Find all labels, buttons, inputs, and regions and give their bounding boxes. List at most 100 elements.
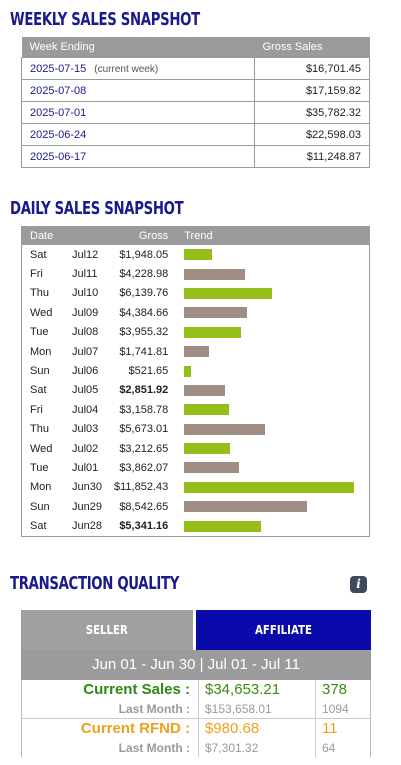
table-row: Thu Jul10 $6,139.76 xyxy=(22,284,370,303)
table-row: Mon Jul07 $1,741.81 xyxy=(22,342,370,361)
table-row: Wed Jul09 $4,384.66 xyxy=(22,303,370,322)
trend-bar xyxy=(184,326,242,338)
day-of-week: Wed xyxy=(30,442,53,455)
table-row: Wed Jul02 $3,212.65 xyxy=(22,439,370,458)
last-month-label: Last Month : xyxy=(118,701,190,716)
day-date: Jul01 xyxy=(72,461,99,474)
day-gross: $3,862.07 xyxy=(119,461,169,474)
day-of-week: Fri xyxy=(30,403,43,416)
table-row: Thu Jul03 $5,673.01 xyxy=(22,420,370,439)
current-sales-label: Current Sales : xyxy=(83,681,190,698)
day-date: Jun30 xyxy=(72,481,102,494)
week-amount: $16,701.45 xyxy=(254,57,370,80)
table-row: Sat Jul05 $2,851.92 xyxy=(22,381,370,400)
current-sales-value: $34,653.21 xyxy=(198,680,316,699)
day-gross: $11,852.43 xyxy=(114,481,169,494)
trend-cell xyxy=(168,381,369,400)
day-gross: $521.65 xyxy=(128,365,169,378)
current-rfnd-label: Current RFND : xyxy=(21,718,199,738)
trend-cell xyxy=(168,264,369,283)
tab-seller[interactable]: SELLER xyxy=(21,610,193,650)
trend-cell xyxy=(168,342,369,361)
info-icon[interactable]: i xyxy=(350,576,367,593)
trend-cell xyxy=(168,284,369,303)
table-row: Tue Jul08 $3,955.32 xyxy=(22,323,370,342)
day-gross: $4,228.98 xyxy=(119,268,169,281)
trend-cell xyxy=(168,400,369,419)
last-month-sales-row: Last Month : $153,658.01 1094 xyxy=(22,699,371,719)
day-date: Jul07 xyxy=(72,345,99,358)
day-gross: $6,139.76 xyxy=(119,287,169,300)
day-gross: $5,673.01 xyxy=(119,423,169,436)
trend-cell xyxy=(168,516,369,536)
week-amount: $17,159.82 xyxy=(254,79,370,102)
week-date[interactable]: 2025-06-17 xyxy=(21,145,255,168)
day-date: Jul06 xyxy=(72,365,99,378)
table-row: Sun Jun29 $8,542.65 xyxy=(22,497,370,516)
daily-sales-title: DAILY SALES SNAPSHOT xyxy=(10,198,184,219)
trend-bar xyxy=(184,443,231,455)
daily-rows: Sat Jul12 $1,948.05 Fri Jul11 $4,228.98 Thu Jul… xyxy=(22,245,370,536)
current-week-label: (current week) xyxy=(94,63,159,75)
day-gross: $2,851.92 xyxy=(119,384,169,397)
day-of-week: Wed xyxy=(30,306,53,319)
day-of-week: Tue xyxy=(30,461,49,474)
date-header-spacer xyxy=(72,226,114,245)
table-row: 2025-07-15 (current week) $16,701.45 xyxy=(21,57,370,80)
current-sales-row: Current Sales : $34,653.21 378 xyxy=(22,680,371,699)
week-date[interactable]: 2025-07-15 (current week) xyxy=(21,57,255,80)
trend-bar xyxy=(184,249,213,261)
week-date[interactable]: 2025-07-08 xyxy=(21,79,255,102)
trend-bar xyxy=(184,481,355,493)
day-gross: $8,542.65 xyxy=(119,500,169,513)
day-date: Jun29 xyxy=(72,500,102,513)
trend-cell xyxy=(168,303,369,322)
trend-bar xyxy=(184,307,248,319)
day-date: Jul12 xyxy=(72,248,99,261)
daily-header-row: Date Gross Trend xyxy=(21,226,370,245)
tab-affiliate[interactable]: AFFILIATE xyxy=(196,610,371,650)
trend-cell xyxy=(168,323,369,342)
transaction-quality-table: Current Sales : $34,653.21 378 Last Mont… xyxy=(21,680,371,757)
table-row: Sat Jun28 $5,341.16 xyxy=(22,516,370,536)
tab-affiliate-label: AFFILIATE xyxy=(255,623,312,637)
week-amount: $11,248.87 xyxy=(254,145,370,168)
last-month-rfnd-row: Last Month : $7,301.32 64 xyxy=(22,738,371,757)
weekly-header-row: Week Ending Gross Sales xyxy=(21,37,370,58)
table-row: Fri Jul11 $4,228.98 xyxy=(22,264,370,283)
week-ending-header: Week Ending xyxy=(21,37,255,58)
trend-header: Trend xyxy=(168,226,370,245)
trend-bar xyxy=(184,365,192,377)
week-date[interactable]: 2025-07-01 xyxy=(21,101,255,124)
trend-cell xyxy=(168,420,369,439)
trend-bar xyxy=(184,404,230,416)
current-rfnd-value: $980.68 xyxy=(198,718,316,738)
transaction-quality-title: TRANSACTION QUALITY xyxy=(10,573,180,594)
quality-tabs: SELLER AFFILIATE xyxy=(21,610,371,650)
table-row: Sun Jul06 $521.65 xyxy=(22,361,370,380)
day-of-week: Fri xyxy=(30,268,43,281)
trend-bar xyxy=(184,346,210,358)
day-date: Jul02 xyxy=(72,442,99,455)
day-date: Jul04 xyxy=(72,403,99,416)
current-rfnd-count: 11 xyxy=(315,718,371,738)
day-gross: $3,955.32 xyxy=(119,326,169,339)
trend-bar xyxy=(184,462,240,474)
trend-bar xyxy=(184,287,273,299)
date-header: Date xyxy=(21,226,72,245)
week-date[interactable]: 2025-06-24 xyxy=(21,123,255,146)
table-row: Mon Jun30 $11,852.43 xyxy=(22,478,370,497)
trend-cell xyxy=(168,361,369,380)
week-amount: $35,782.32 xyxy=(254,101,370,124)
day-of-week: Thu xyxy=(30,287,49,300)
last-month-sales-value: $153,658.01 xyxy=(198,699,316,719)
table-row: 2025-07-08 $17,159.82 xyxy=(21,79,370,102)
weekly-sales-title: WEEKLY SALES SNAPSHOT xyxy=(10,9,200,30)
date-range: Jun 01 - Jun 30 | Jul 01 - Jul 11 xyxy=(21,650,371,680)
day-date: Jul10 xyxy=(72,287,99,300)
week-amount: $22,598.03 xyxy=(254,123,370,146)
last-month-rfnd-value: $7,301.32 xyxy=(198,738,316,757)
day-of-week: Sat xyxy=(30,248,47,261)
table-row: 2025-07-01 $35,782.32 xyxy=(21,101,370,124)
week-date-link[interactable]: 2025-07-15 xyxy=(30,62,87,75)
